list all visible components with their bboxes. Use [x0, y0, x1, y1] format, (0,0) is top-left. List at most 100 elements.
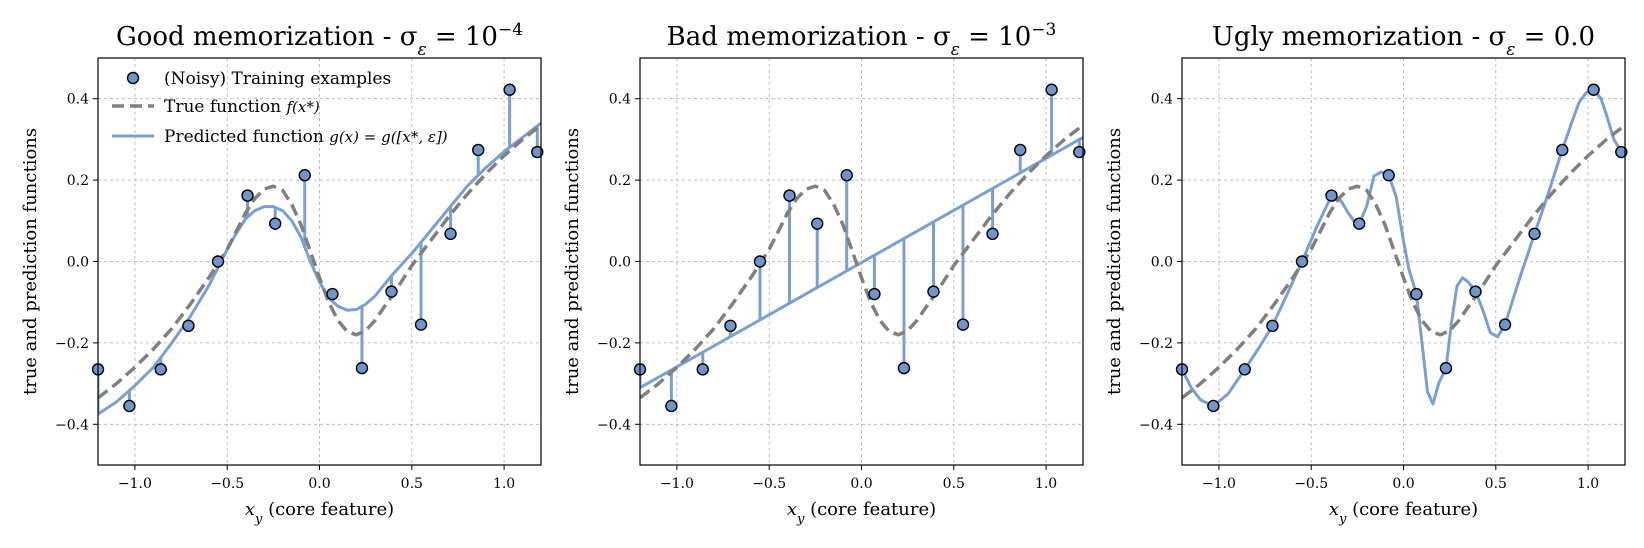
- y-tick-label: 0.4: [1151, 92, 1173, 108]
- x-tick-label: −1.0: [118, 476, 152, 492]
- y-tick-label: 0.2: [1151, 173, 1173, 189]
- x-label-var: x: [787, 499, 797, 520]
- y-tick-label: 0.4: [609, 92, 631, 108]
- training-point: [385, 285, 398, 298]
- training-point: [1528, 227, 1541, 241]
- x-label-text: (core feature): [804, 499, 936, 520]
- x-tick-label: 0.5: [1485, 476, 1507, 492]
- training-point: [1073, 145, 1086, 159]
- title-equals: = 10: [960, 22, 1031, 52]
- training-point: [1238, 363, 1251, 376]
- chart-panel-1: −1.0 −0.5 0.0 0.5 1.0 −0.4 −0.2 0.0 0.2 0.4 Good m…: [20, 20, 544, 527]
- training-point: [1410, 287, 1423, 301]
- y-tick-label: −0.4: [55, 417, 89, 433]
- x-label-var: x: [1329, 499, 1339, 520]
- training-point: [444, 227, 457, 241]
- training-point: [182, 319, 195, 333]
- y-axis-label: true and prediction functions: [20, 128, 41, 395]
- x-tick-label: 0.0: [308, 476, 330, 492]
- title-text: Good memorization - σ: [116, 22, 418, 52]
- training-point: [1266, 319, 1279, 333]
- x-tick-label: −1.0: [1202, 476, 1236, 492]
- y-tick-label: 0.4: [67, 92, 89, 108]
- legend-label-text: True function: [164, 97, 286, 117]
- y-tick-label: 0.0: [609, 255, 631, 271]
- training-point: [123, 399, 136, 413]
- x-tick-label: 1.0: [1577, 476, 1599, 492]
- training-point: [724, 319, 737, 333]
- training-point: [241, 189, 254, 202]
- plot-area: [640, 89, 1083, 406]
- true-function-line: [640, 123, 1083, 400]
- training-point: [154, 363, 167, 376]
- training-point: [298, 169, 311, 182]
- x-tick-label: −1.0: [660, 476, 694, 492]
- x-tick-label: −0.5: [210, 476, 244, 492]
- x-axis-label: xy (core feature): [787, 499, 936, 527]
- training-point: [665, 399, 678, 413]
- training-point: [1295, 255, 1309, 268]
- title-text: Bad memorization - σ: [667, 22, 951, 52]
- chart-title: Bad memorization - σε = 10−3: [667, 20, 1057, 60]
- y-tick-label: 0.0: [1151, 255, 1173, 271]
- predicted-function-line: [640, 136, 1083, 390]
- title-subscript: ε: [417, 40, 426, 60]
- training-point: [1498, 318, 1512, 331]
- y-tick-label: −0.2: [597, 336, 631, 352]
- y-tick-label: −0.4: [597, 417, 631, 433]
- y-tick-label: −0.2: [55, 336, 89, 352]
- x-axis-label: xy (core feature): [1329, 499, 1478, 527]
- training-point: [1325, 189, 1338, 202]
- y-axis-label: true and prediction functions: [562, 128, 583, 395]
- x-axis-label: xy (core feature): [245, 499, 394, 527]
- training-point: [472, 143, 485, 157]
- plot-area: [1182, 88, 1625, 408]
- training-point: [753, 255, 767, 268]
- y-tick-label: 0.2: [609, 173, 631, 189]
- training-point: [1556, 143, 1569, 157]
- training-point: [326, 287, 339, 301]
- training-point: [531, 145, 544, 159]
- title-equals: = 10: [427, 22, 498, 52]
- training-point: [840, 169, 853, 182]
- legend-label-text: Predicted function: [164, 127, 329, 147]
- chart-panel-3: −1.0 −0.5 0.0 0.5 1.0 −0.4 −0.2 0.0 0.2 0.4 Ugly m…: [1104, 22, 1628, 527]
- legend-marker-training: [126, 71, 140, 85]
- training-point: [1469, 285, 1482, 298]
- training-point: [1615, 145, 1628, 159]
- x-tick-label: 0.5: [943, 476, 965, 492]
- title-text: Ugly memorization - σ: [1212, 22, 1506, 52]
- training-point: [1382, 169, 1395, 182]
- training-point: [927, 285, 940, 298]
- predicted-function-line: [1182, 88, 1625, 408]
- title-superscript: −3: [1031, 20, 1056, 40]
- training-point: [897, 361, 911, 375]
- y-tick-label: 0.0: [67, 255, 89, 271]
- y-tick-label: −0.2: [1139, 336, 1173, 352]
- x-tick-label: 0.0: [1392, 476, 1414, 492]
- predicted-function-line: [98, 121, 541, 416]
- true-function-line: [98, 123, 541, 400]
- training-point: [1352, 217, 1366, 230]
- legend-label: Predicted function g(x) = g([x*, ε]): [164, 127, 448, 147]
- title-subscript: ε: [1506, 40, 1515, 60]
- legend-label: (Noisy) Training examples: [164, 69, 391, 89]
- x-tick-label: 1.0: [493, 476, 515, 492]
- training-point: [414, 318, 428, 331]
- chart-title: Ugly memorization - σε = 0.0: [1212, 22, 1595, 60]
- training-point: [269, 217, 282, 230]
- y-axis-label: true and prediction functions: [1104, 128, 1125, 395]
- training-point: [1439, 361, 1453, 375]
- title-superscript: −4: [498, 20, 523, 40]
- training-point: [956, 318, 970, 331]
- title-equals: = 0.0: [1515, 22, 1595, 52]
- training-point: [1014, 143, 1027, 157]
- x-label-text: (core feature): [262, 499, 394, 520]
- true-function-line: [1182, 123, 1625, 400]
- title-subscript: ε: [951, 40, 960, 60]
- x-tick-label: 1.0: [1035, 476, 1057, 492]
- training-point: [783, 189, 796, 202]
- legend: (Noisy) Training examples True function f…: [112, 69, 448, 147]
- legend-label-math: g(x) = g([x*, ε]): [329, 128, 448, 146]
